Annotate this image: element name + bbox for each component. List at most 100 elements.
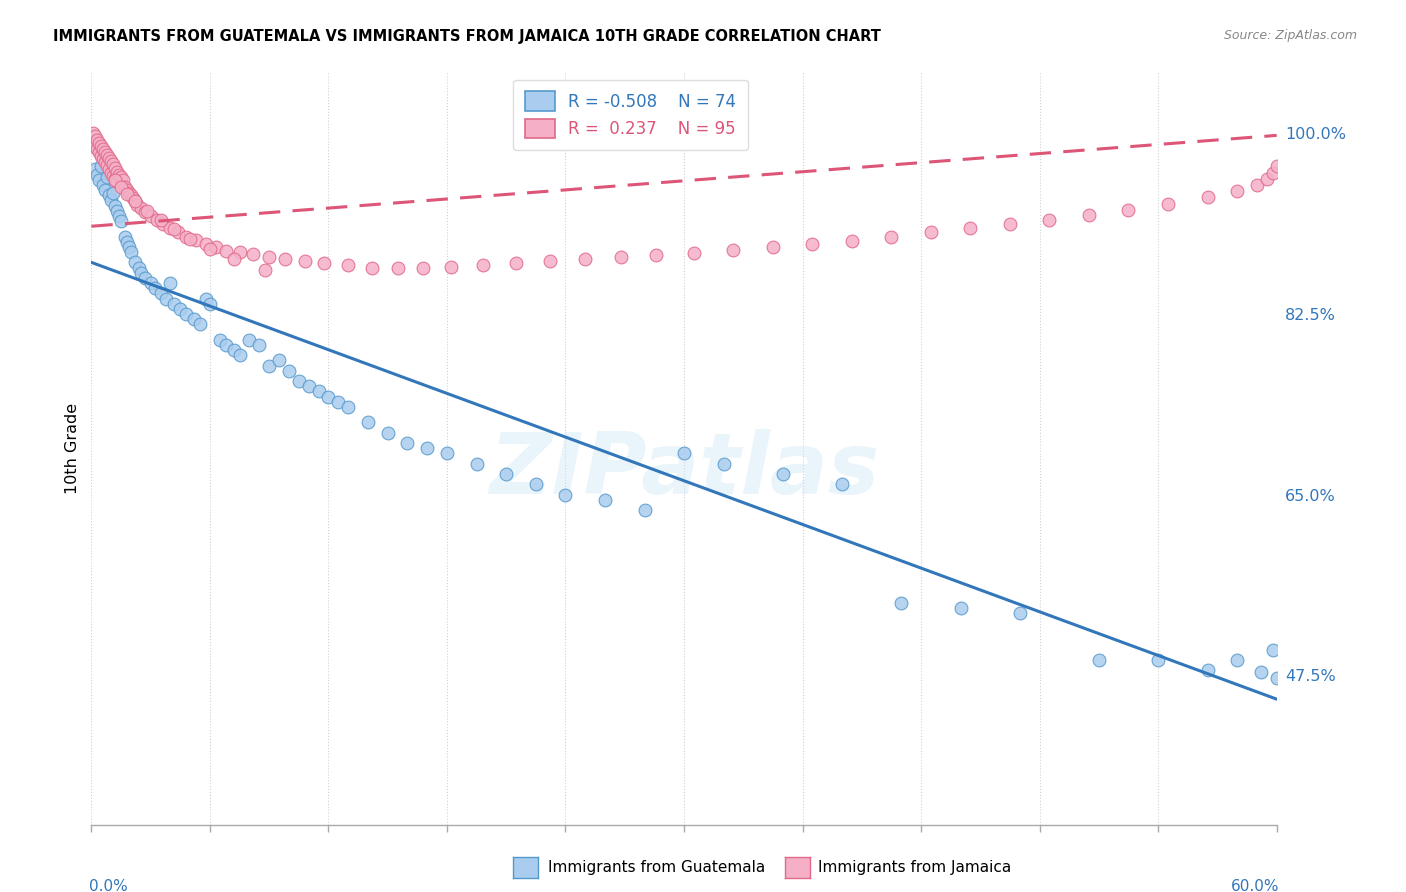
- Point: [105, 203, 128, 218]
- Point: [713, 457, 735, 471]
- Point: [84, 138, 107, 153]
- Point: [998, 217, 1021, 231]
- Point: [396, 436, 419, 450]
- Point: [155, 292, 177, 306]
- Point: [267, 353, 290, 368]
- Point: [120, 245, 142, 260]
- Point: [1226, 653, 1249, 667]
- Point: [416, 442, 439, 456]
- Point: [1261, 642, 1284, 657]
- Point: [82, 126, 104, 140]
- Point: [104, 198, 127, 212]
- Point: [110, 178, 132, 192]
- Point: [96, 158, 118, 172]
- Point: [633, 503, 655, 517]
- Point: [959, 221, 981, 235]
- Point: [593, 492, 616, 507]
- Point: [274, 252, 297, 267]
- Point: [98, 151, 121, 165]
- Point: [288, 374, 311, 388]
- Point: [377, 425, 399, 440]
- Point: [412, 260, 434, 275]
- Point: [98, 188, 121, 202]
- Text: Immigrants from Jamaica: Immigrants from Jamaica: [818, 860, 1011, 874]
- Point: [125, 197, 148, 211]
- Point: [104, 171, 127, 186]
- Point: [96, 169, 118, 184]
- Point: [84, 129, 107, 144]
- Point: [135, 203, 157, 218]
- Y-axis label: 10th Grade: 10th Grade: [65, 402, 80, 494]
- Point: [96, 148, 118, 162]
- Point: [194, 292, 217, 306]
- Text: ZIPatlas: ZIPatlas: [489, 429, 879, 512]
- Point: [90, 138, 112, 153]
- Point: [169, 301, 191, 316]
- Point: [436, 446, 458, 460]
- Point: [257, 250, 280, 264]
- Point: [163, 222, 186, 236]
- Point: [949, 601, 972, 615]
- Point: [179, 232, 201, 246]
- Point: [128, 260, 150, 275]
- Point: [152, 217, 174, 231]
- Point: [215, 338, 238, 352]
- Point: [163, 296, 186, 310]
- Point: [574, 252, 596, 267]
- Point: [471, 259, 494, 273]
- Point: [89, 173, 111, 187]
- Point: [1118, 202, 1140, 217]
- Point: [387, 260, 409, 275]
- Point: [257, 359, 280, 373]
- Point: [554, 488, 576, 502]
- Point: [90, 159, 112, 173]
- Text: 60.0%: 60.0%: [1230, 880, 1279, 892]
- Point: [198, 242, 221, 256]
- Point: [205, 240, 228, 254]
- Point: [183, 312, 205, 326]
- Point: [222, 343, 245, 358]
- Point: [108, 209, 131, 223]
- Point: [831, 477, 853, 491]
- Point: [495, 467, 517, 481]
- Point: [762, 240, 785, 254]
- Point: [86, 132, 108, 146]
- Point: [167, 226, 190, 240]
- Point: [101, 186, 124, 201]
- Point: [149, 286, 172, 301]
- Point: [100, 154, 122, 169]
- Point: [880, 229, 903, 244]
- Point: [91, 178, 114, 192]
- Point: [314, 256, 336, 270]
- Point: [84, 162, 107, 177]
- Legend: R = -0.508    N = 74, R =  0.237    N = 95: R = -0.508 N = 74, R = 0.237 N = 95: [513, 79, 748, 150]
- Point: [1147, 653, 1170, 667]
- Point: [1246, 178, 1268, 192]
- Text: 0.0%: 0.0%: [89, 880, 128, 892]
- Point: [1256, 171, 1278, 186]
- Point: [120, 188, 142, 202]
- Point: [208, 333, 231, 347]
- Point: [129, 201, 152, 215]
- Point: [110, 214, 132, 228]
- Point: [801, 236, 824, 251]
- Point: [91, 142, 114, 156]
- Text: IMMIGRANTS FROM GUATEMALA VS IMMIGRANTS FROM JAMAICA 10TH GRADE CORRELATION CHAR: IMMIGRANTS FROM GUATEMALA VS IMMIGRANTS …: [53, 29, 882, 44]
- Point: [115, 183, 138, 197]
- Point: [145, 213, 167, 227]
- Point: [328, 394, 350, 409]
- Point: [298, 379, 321, 393]
- Point: [101, 157, 124, 171]
- Point: [101, 169, 124, 183]
- Point: [104, 161, 127, 176]
- Point: [110, 180, 132, 194]
- Point: [505, 256, 527, 270]
- Point: [337, 259, 360, 273]
- Point: [149, 213, 172, 227]
- Point: [124, 255, 146, 269]
- Point: [610, 250, 633, 264]
- Point: [1008, 607, 1031, 621]
- Point: [143, 281, 166, 295]
- Point: [90, 149, 112, 163]
- Point: [1226, 184, 1249, 198]
